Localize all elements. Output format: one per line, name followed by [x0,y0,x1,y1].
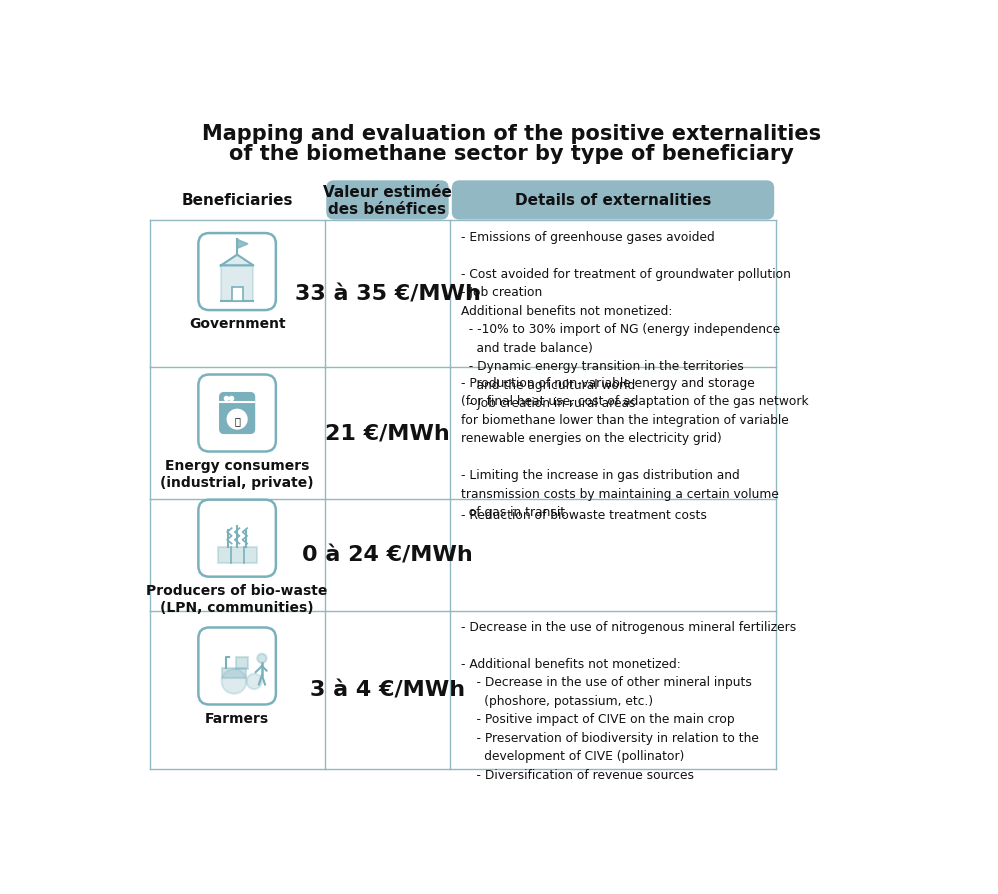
Bar [218,548,256,563]
Polygon shape [221,256,253,266]
Text: 🔥: 🔥 [235,416,241,426]
Text: - Decrease in the use of nitrogenous mineral fertilizers

- Additional benefits : - Decrease in the use of nitrogenous min… [461,620,796,781]
Text: of the biomethane sector by type of beneficiary: of the biomethane sector by type of bene… [229,144,794,164]
FancyBboxPatch shape [199,234,275,311]
FancyBboxPatch shape [199,375,275,452]
Circle shape [247,674,261,689]
Text: Farmers: Farmers [205,711,269,725]
FancyBboxPatch shape [199,500,275,577]
Polygon shape [238,240,248,249]
Text: Details of externalities: Details of externalities [515,193,712,208]
Bar [221,266,253,301]
Text: 3 à 4 €/MWh: 3 à 4 €/MWh [310,680,465,700]
Text: Energy consumers
(industrial, private): Energy consumers (industrial, private) [161,458,314,489]
Bar [232,288,243,301]
Text: 21 €/MWh: 21 €/MWh [325,424,450,443]
Text: 0 à 24 €/MWh: 0 à 24 €/MWh [302,545,473,565]
Text: - Reduction of biowaste treatment costs: - Reduction of biowaste treatment costs [461,509,707,522]
Text: Government: Government [189,316,285,331]
Circle shape [222,670,247,694]
Text: Beneficiaries: Beneficiaries [182,193,292,208]
FancyBboxPatch shape [221,393,254,434]
FancyBboxPatch shape [199,628,275,704]
FancyBboxPatch shape [326,181,449,220]
Text: Valeur estimée
des bénéfices: Valeur estimée des bénéfices [323,184,452,217]
FancyBboxPatch shape [452,181,774,220]
Text: - Production of non-variable energy and storage
(for final heat use, cost of ada: - Production of non-variable energy and … [461,376,808,519]
Text: - Emissions of greenhouse gases avoided

- Cost avoided for treatment of groundw: - Emissions of greenhouse gases avoided … [461,231,791,409]
Circle shape [257,654,266,663]
Text: Mapping and evaluation of the positive externalities: Mapping and evaluation of the positive e… [202,124,821,144]
Bar [222,668,247,679]
Text: 33 à 35 €/MWh: 33 à 35 €/MWh [294,284,480,304]
Circle shape [226,409,249,431]
Text: Producers of bio-waste
(LPN, communities): Producers of bio-waste (LPN, communities… [147,583,327,614]
Bar [236,657,248,670]
